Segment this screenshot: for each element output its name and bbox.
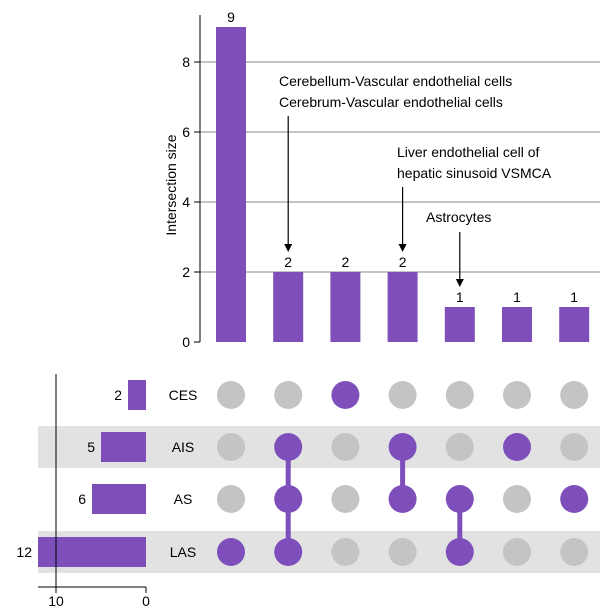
set-label-ces: CES [169,387,198,403]
matrix-dot-6-las [503,538,531,566]
set-label-ais: AIS [172,439,195,455]
intersection-bar-1 [216,27,246,342]
matrix-dot-6-as [503,485,531,513]
intersection-bar-label-2: 2 [284,254,292,270]
annotation-1-line-1: Cerebellum-Vascular endothelial cells [279,73,512,89]
set-label-las: LAS [170,544,196,560]
intersection-bars: 9 2 2 2 1 1 1 [216,9,590,342]
intersection-bar-3 [330,272,361,342]
matrix-dot-7-ais [560,433,589,461]
matrix-dot-2-ces [274,381,303,409]
annotation-1-arrow-head [284,244,293,252]
matrix-dot-5-ais [445,433,474,461]
matrix-dot-1-ais [217,433,245,461]
y-tick-label-4: 4 [182,194,190,210]
matrix-dot-2-as [274,485,303,513]
matrix-dot-5-as [445,485,474,513]
set-size-label-ais: 5 [87,439,95,455]
matrix-dot-2-ais [274,433,303,461]
y-axis-label: Intersection size [163,134,179,235]
matrix-dot-3-as [331,485,360,513]
matrix-dot-5-las [445,538,474,566]
matrix-dot-6-ces [503,381,531,409]
set-size-bar-ces [128,380,146,410]
matrix-dot-4-as [388,485,417,513]
annotation-2-line-2: hepatic sinusoid VSMCA [397,165,552,181]
y-tick-label-0: 0 [182,334,190,350]
matrix-dot-1-ces [217,381,245,409]
y-axis: 0 2 4 6 8 Intersection size [163,15,201,350]
intersection-bar-label-1: 9 [227,9,235,25]
matrix-dot-3-las [331,538,360,566]
matrix-dot-3-ces [331,381,360,409]
matrix-dot-2-las [274,538,303,566]
matrix-dot-4-ais [388,433,417,461]
matrix-dot-7-las [560,538,589,566]
intersection-bar-label-5: 1 [456,289,464,305]
matrix-dot-1-as [217,485,245,513]
matrix-dot-4-las [388,538,417,566]
matrix-dot-5-ces [445,381,474,409]
set-size-label-as: 6 [78,491,86,507]
intersection-bar-label-6: 1 [513,289,521,305]
intersection-matrix: CES AIS AS LAS [169,381,589,566]
intersection-bar-label-4: 2 [399,254,407,270]
set-size-axis: 10 0 [38,374,150,609]
annotation-3-line-1: Astrocytes [426,209,491,225]
annotation-2-line-1: Liver endothelial cell of [397,144,540,160]
intersection-bar-4 [387,272,418,342]
set-size-label-las: 12 [16,544,32,560]
intersection-bar-2 [273,272,304,342]
intersection-bar-6 [502,307,532,342]
matrix-dot-6-ais [503,433,531,461]
set-axis-tick-label-0: 0 [142,593,150,609]
set-size-bars: 2 5 6 12 [16,380,146,567]
matrix-dot-7-ces [560,381,589,409]
intersection-bar-5 [444,307,475,342]
set-size-bar-ais [101,432,146,462]
intersection-bar-label-3: 2 [342,254,350,270]
y-tick-label-6: 6 [182,124,190,140]
y-tick-label-8: 8 [182,54,190,70]
annotations: Cerebellum-Vascular endothelial cells Cer… [279,73,552,287]
set-size-bar-las [38,537,146,567]
set-size-bar-as [92,484,146,514]
matrix-dot-4-ces [388,381,417,409]
set-size-label-ces: 2 [114,387,122,403]
set-axis-tick-label-10: 10 [48,593,64,609]
intersection-bar-7 [559,307,590,342]
matrix-dot-7-as [560,485,589,513]
annotation-3-arrow-head [455,279,464,287]
intersection-bar-label-7: 1 [570,289,578,305]
annotation-2-arrow-head [398,244,407,252]
matrix-dot-1-las [217,538,245,566]
y-tick-label-2: 2 [182,264,190,280]
matrix-dot-3-ais [331,433,360,461]
set-label-as: AS [174,491,193,507]
annotation-1-line-2: Cerebrum-Vascular endothelial cells [279,94,503,110]
